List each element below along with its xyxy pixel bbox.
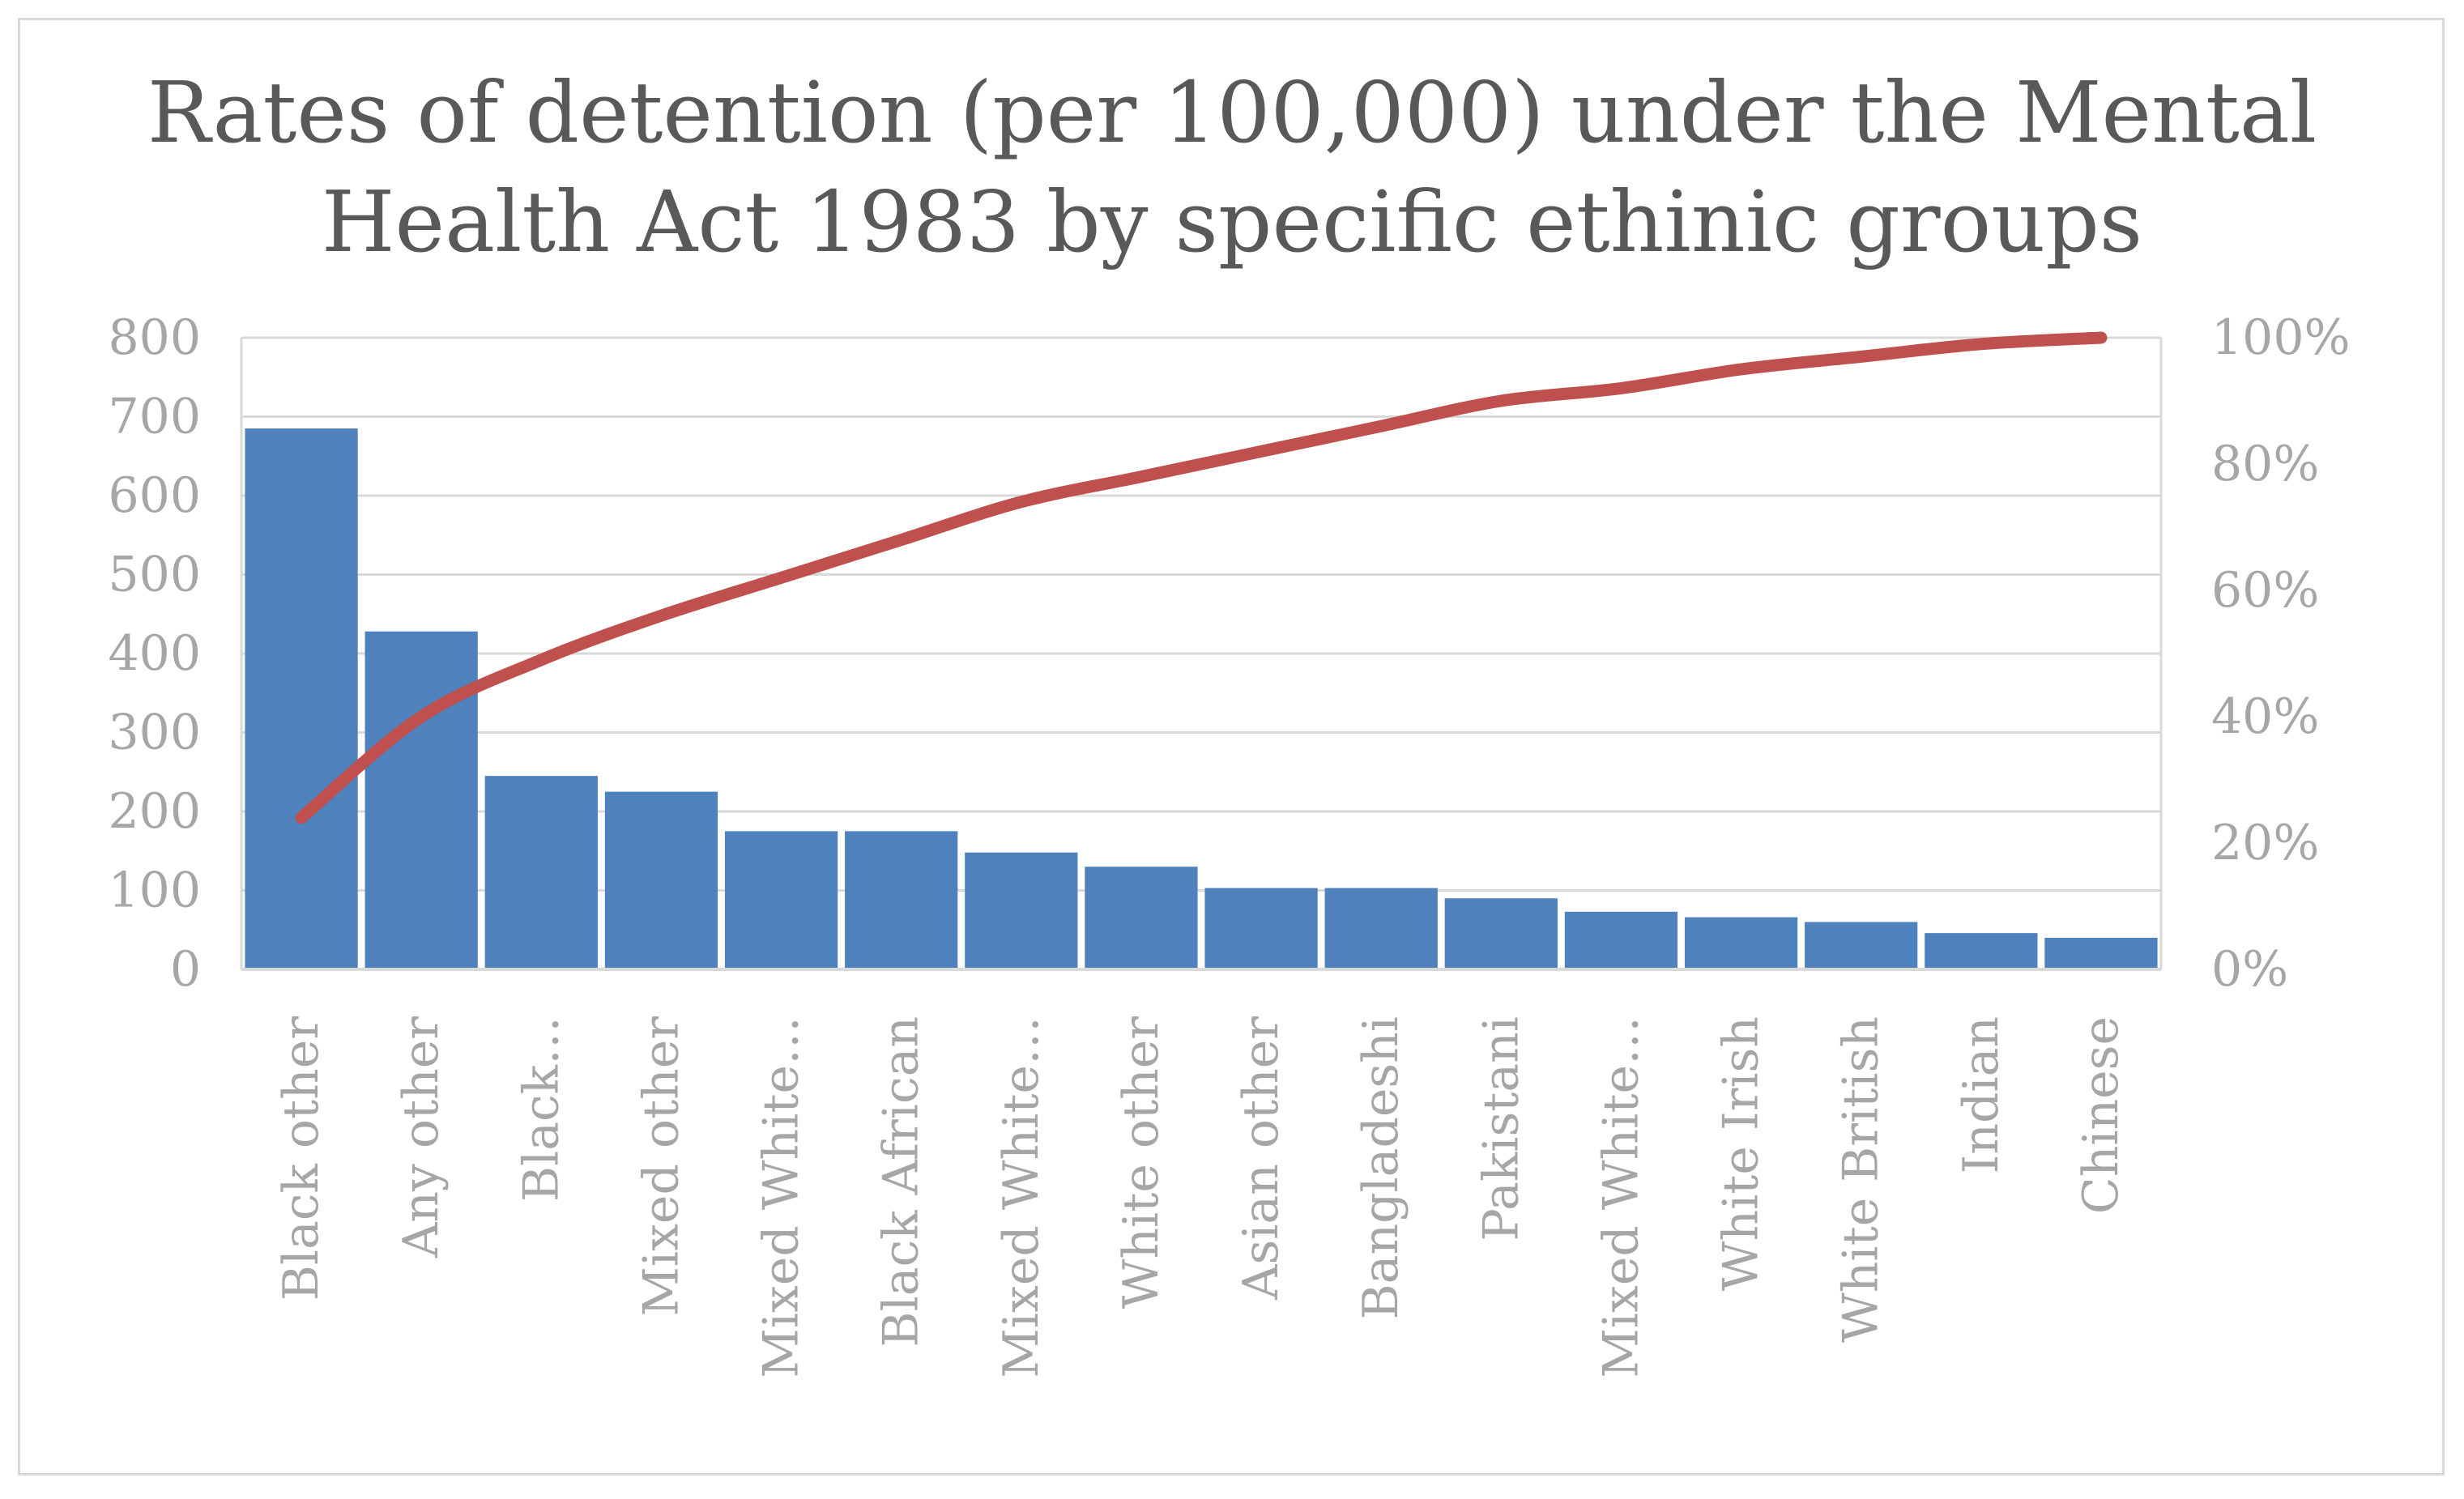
- bar-6: [845, 831, 958, 969]
- bar-1: [245, 428, 358, 969]
- y-left-tick-label: 300: [108, 705, 201, 761]
- chart-title-line-2: Health Act 1983 by specific ethinic grou…: [322, 172, 2142, 271]
- y-right-tick-label: 80%: [2211, 436, 2319, 492]
- bar-8: [1085, 867, 1198, 969]
- x-category-label: Black other: [273, 1016, 330, 1301]
- x-category-label: White other: [1113, 1016, 1170, 1309]
- y-right-tick-label: 20%: [2211, 815, 2319, 871]
- x-category-label: Asian other: [1233, 1016, 1290, 1301]
- y-right-tick-label: 60%: [2211, 562, 2319, 619]
- bar-5: [724, 831, 838, 969]
- x-category-label: Pakistani: [1473, 1016, 1529, 1241]
- right-axis-ticks: 0% 20% 40% 60% 80% 100%: [2211, 309, 2351, 998]
- y-left-tick-label: 600: [108, 467, 201, 524]
- x-category-label: Mixed White…: [1592, 1016, 1649, 1378]
- y-right-tick-label: 100%: [2211, 309, 2351, 366]
- bar-4: [604, 791, 718, 969]
- x-category-label: Mixed other: [633, 1016, 689, 1317]
- cumulative-line-series: [295, 331, 2108, 824]
- bar-15: [1925, 933, 2038, 969]
- y-left-tick-label: 100: [108, 862, 201, 919]
- x-category-label: Black African: [873, 1016, 930, 1347]
- x-category-label: Bangladeshi: [1353, 1016, 1409, 1319]
- bar-12: [1564, 911, 1678, 969]
- bar-7: [965, 852, 1078, 969]
- axes: [240, 338, 2163, 971]
- bar-16: [2044, 938, 2158, 969]
- bar-series: [245, 428, 2158, 969]
- chart-title-line-1: Rates of detention (per 100,000) under t…: [147, 63, 2317, 162]
- x-category-label: Mixed White…: [753, 1016, 810, 1378]
- left-axis-ticks: 0 100 200 300 400 500 600 700 800: [108, 309, 201, 998]
- x-category-label: Black…: [513, 1016, 569, 1202]
- y-left-tick-label: 200: [108, 783, 201, 840]
- bar-11: [1444, 898, 1558, 969]
- x-category-label: White British: [1833, 1016, 1890, 1343]
- y-left-tick-label: 800: [108, 309, 201, 366]
- x-category-label: Indian: [1953, 1016, 2010, 1173]
- bar-13: [1684, 917, 1798, 969]
- x-category-label: Any other: [393, 1016, 450, 1258]
- bar-9: [1204, 888, 1318, 969]
- x-category-label: White Irish: [1713, 1016, 1770, 1291]
- bar-2: [364, 631, 478, 969]
- y-right-tick-label: 0%: [2211, 941, 2288, 998]
- x-category-label: Mixed White…: [993, 1016, 1050, 1378]
- bar-10: [1324, 888, 1438, 969]
- bar-14: [1805, 922, 1918, 969]
- category-labels: Black other Any other Black… Mixed other Mix…: [273, 1016, 2129, 1378]
- y-left-tick-label: 500: [108, 547, 201, 603]
- y-left-tick-label: 700: [108, 389, 201, 445]
- y-left-tick-label: 400: [108, 625, 201, 682]
- y-left-tick-label: 0: [170, 941, 201, 998]
- cumulative-line: [295, 331, 2108, 824]
- y-right-tick-label: 40%: [2211, 688, 2319, 745]
- x-category-label: Chinese: [2073, 1016, 2129, 1214]
- bar-3: [484, 776, 598, 969]
